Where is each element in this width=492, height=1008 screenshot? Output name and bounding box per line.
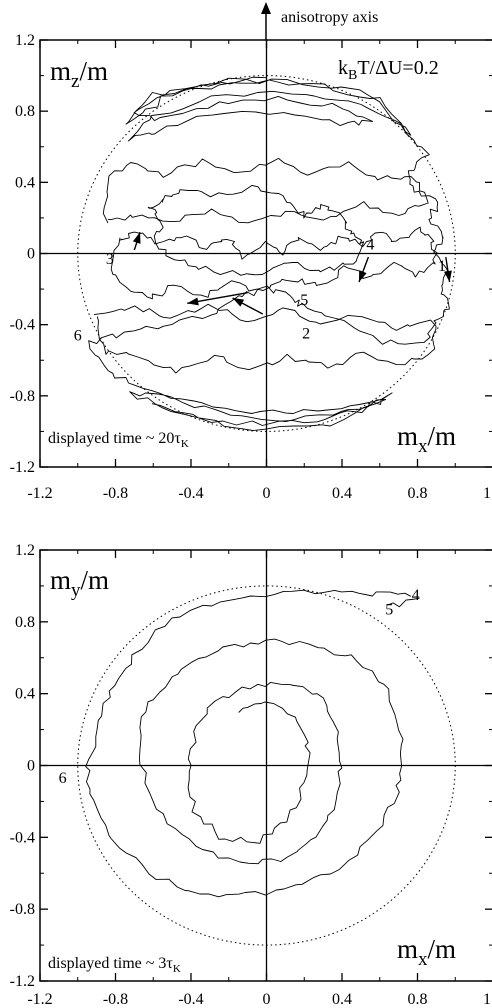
bottom-xlabel-main: m <box>397 934 418 964</box>
bottom-xlabel: mx/m <box>397 934 456 970</box>
top-direction-arrowhead <box>232 297 245 307</box>
bottom-trajectory-line <box>85 589 412 898</box>
top-xtick-label: -1.2 <box>27 485 52 502</box>
top-marker-5: 5 <box>300 292 308 309</box>
bottom-ylabel-main: m <box>50 565 71 595</box>
top-unit-circle <box>77 75 456 432</box>
bottom-trajectory-line <box>388 597 420 608</box>
bottom-ytick-label: 1.2 <box>15 542 35 559</box>
bottom-xtick-label: -0.8 <box>103 991 128 1008</box>
bottom-ytick-label: -0.4 <box>10 829 35 846</box>
top-xlabel-sub: x <box>418 436 428 457</box>
top-marker-4: 4 <box>366 237 374 254</box>
top-trajectory-line <box>102 157 429 224</box>
bottom-xtick-label: 1.2 <box>483 991 492 1008</box>
top-panel: -1.2 -0.8 -0.4 0 0.4 0.8 1.2 1.2 0.8 0.4 0 -0.4 -0.8… <box>10 32 492 502</box>
bottom-time-sub: K <box>173 963 181 975</box>
bottom-ytick-label: -1.2 <box>10 973 35 990</box>
top-panel-data-layer: -1.2 -0.8 -0.4 0 0.4 0.8 1.2 1.2 0.8 0.4 0 -0.4 -0.8… <box>10 32 492 502</box>
bottom-xtick-label: 0 <box>263 991 271 1008</box>
top-direction-arrowhead <box>132 232 141 244</box>
top-xtick-label: -0.4 <box>178 485 203 502</box>
top-time-text: displayed time ~ 20τK <box>48 430 189 450</box>
top-trajectory-line <box>110 226 438 300</box>
top-marker-3: 3 <box>106 251 114 268</box>
top-marker-1: 1 <box>438 258 446 275</box>
bottom-ylabel: my/m <box>50 565 109 601</box>
top-ylabel-tail: /m <box>79 56 108 86</box>
top-xlabel-tail: /m <box>428 421 457 451</box>
top-ylabel-sub: z <box>71 71 79 92</box>
top-xtick-label: 0.4 <box>332 485 352 502</box>
anisotropy-axis-arrow-head <box>261 2 271 14</box>
top-param-label: kBT/ΔU=0.2 <box>338 57 439 83</box>
bottom-marker-6: 6 <box>59 770 67 787</box>
bottom-unit-circle <box>77 585 456 946</box>
bottom-time-main: displayed time ~ 3τ <box>48 955 173 972</box>
top-param-tail: T/ΔU=0.2 <box>357 57 438 79</box>
top-marker-2: 2 <box>302 326 310 343</box>
bottom-ylabel-tail: /m <box>81 565 110 595</box>
bottom-xlabel-sub: x <box>418 949 428 970</box>
top-ytick-label: 1.2 <box>15 32 35 49</box>
top-param-sub: B <box>348 68 357 83</box>
top-ytick-label: 0 <box>27 246 35 263</box>
top-direction-arrowhead <box>358 270 367 282</box>
top-time-main: displayed time ~ 20τ <box>48 430 181 447</box>
top-ytick-label: -0.4 <box>10 317 35 334</box>
top-xtick-label: 0 <box>263 485 271 502</box>
bottom-ylabel-sub: y <box>71 580 81 601</box>
bottom-xtick-label: -1.2 <box>27 991 52 1008</box>
bottom-ytick-label: 0.8 <box>15 614 35 631</box>
bottom-xtick-label: 0.8 <box>408 991 428 1008</box>
top-param-k: k <box>338 57 348 79</box>
bottom-marker-4: 4 <box>412 587 420 604</box>
top-ylabel-main: m <box>50 56 71 86</box>
bottom-ytick-label: 0.4 <box>15 686 35 703</box>
bottom-panel-data-layer: -1.2 -0.8 -0.4 0 0.4 0.8 1.2 1.2 0.8 0.4 0 -0.4 -0.8… <box>10 542 492 1008</box>
bottom-marker-5: 5 <box>385 601 393 618</box>
top-direction-arrowhead <box>443 270 452 282</box>
anisotropy-axis-label: anisotropy axis <box>281 9 378 26</box>
top-xlabel-main: m <box>397 421 418 451</box>
bottom-xtick-label: -0.4 <box>178 991 203 1008</box>
top-xtick-label: -0.8 <box>103 485 128 502</box>
bottom-ytick-label: 0 <box>27 758 35 775</box>
bottom-panel: -1.2 -0.8 -0.4 0 0.4 0.8 1.2 1.2 0.8 0.4 0 -0.4 -0.8… <box>10 542 492 1008</box>
top-ylabel: mz/m <box>50 56 108 92</box>
top-xtick-label: 1.2 <box>483 485 492 502</box>
top-ytick-label: 0.4 <box>15 174 35 191</box>
top-marker-6: 6 <box>74 327 82 344</box>
top-trajectory-line <box>88 76 450 431</box>
top-xlabel: mx/m <box>397 421 456 457</box>
top-trajectory-line <box>147 184 365 276</box>
top-direction-arrowhead <box>187 297 199 306</box>
top-time-sub: K <box>181 438 189 450</box>
top-ytick-label: -0.8 <box>10 388 35 405</box>
bottom-ytick-label: -0.8 <box>10 901 35 918</box>
bottom-time-text: displayed time ~ 3τK <box>48 955 181 975</box>
top-xtick-label: 0.8 <box>408 485 428 502</box>
top-ytick-label: 0.8 <box>15 103 35 120</box>
top-ytick-label: -1.2 <box>10 459 35 476</box>
top-trajectory-line <box>93 303 437 374</box>
bottom-xtick-label: 0.4 <box>332 991 352 1008</box>
bottom-xlabel-tail: /m <box>428 934 457 964</box>
